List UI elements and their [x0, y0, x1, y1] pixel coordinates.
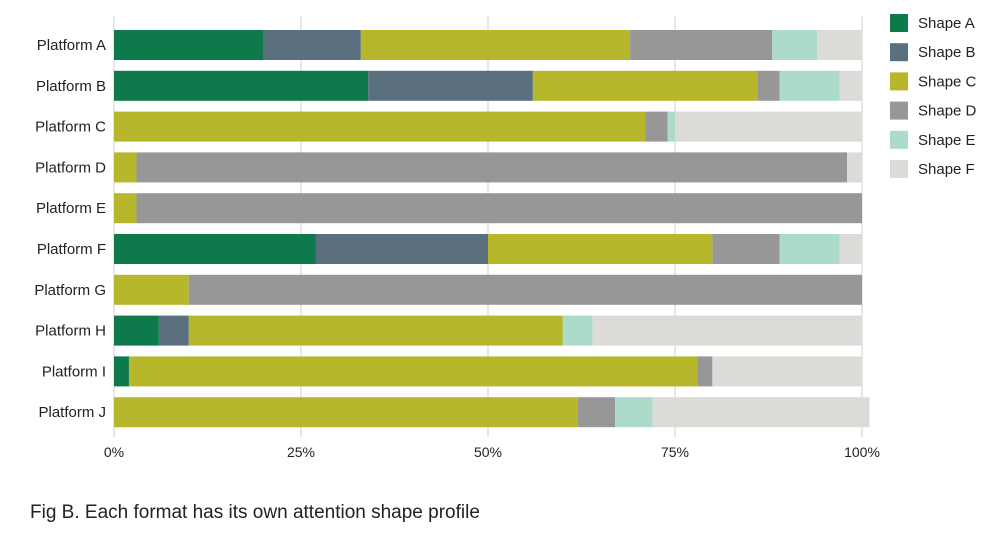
legend-swatch-shape-c	[890, 72, 908, 91]
bar-segment-shape-d-platform-b	[757, 70, 780, 101]
category-label-9: Platform I	[42, 363, 106, 380]
bar-segment-shape-e-platform-h	[562, 315, 593, 346]
bar-segment-shape-b-platform-f	[315, 234, 488, 264]
bar-segment-shape-e-platform-a	[772, 30, 818, 60]
bar-segment-shape-b-platform-b	[368, 70, 533, 101]
category-label-10: Platform J	[38, 404, 106, 421]
legend-label-shape-a: Shape A	[918, 15, 975, 32]
legend-label-shape-f: Shape F	[918, 161, 975, 178]
bar-segment-shape-c-platform-e	[114, 193, 137, 224]
legend-swatch-shape-e	[890, 130, 908, 149]
category-label-3: Platform C	[35, 119, 106, 136]
bar-segment-shape-a-platform-h	[114, 315, 159, 346]
x-tick-label-75: 75%	[661, 444, 689, 460]
x-tick-label-50: 50%	[474, 444, 502, 460]
bar-segment-shape-f-platform-h	[592, 315, 862, 346]
category-label-2: Platform B	[36, 78, 106, 95]
x-tick-label-25: 25%	[287, 444, 315, 460]
figure-caption: Fig B. Each format has its own attention…	[30, 502, 480, 523]
bar-segment-shape-d-platform-e	[136, 193, 862, 224]
bar-segment-shape-e-platform-c	[667, 111, 675, 142]
category-label-4: Platform D	[35, 159, 106, 176]
bar-segment-shape-f-platform-c	[675, 111, 862, 142]
bar-segment-shape-f-platform-j	[652, 397, 870, 428]
legend-swatch-shape-f	[890, 160, 908, 178]
category-label-5: Platform E	[36, 200, 106, 217]
bar-segment-shape-c-platform-d	[114, 152, 137, 183]
bar-segment-shape-d-platform-i	[697, 356, 713, 387]
category-label-1: Platform A	[37, 37, 106, 54]
bar-segment-shape-a-platform-f	[114, 234, 316, 264]
bar-segment-shape-c-platform-b	[532, 70, 758, 101]
bar-segment-shape-f-platform-f	[839, 234, 862, 264]
category-label-7: Platform G	[34, 282, 106, 299]
legend-label-shape-b: Shape B	[918, 44, 976, 61]
bar-segment-shape-f-platform-b	[839, 70, 862, 101]
bar-segment-shape-d-platform-c	[645, 111, 668, 142]
legend-swatch-shape-d	[890, 101, 908, 120]
legend-label-shape-e: Shape E	[918, 132, 976, 149]
bar-segment-shape-d-platform-d	[136, 152, 848, 183]
bar-segment-shape-c-platform-c	[114, 111, 646, 142]
x-tick-label-100: 100%	[844, 444, 880, 460]
legend-label-shape-c: Shape C	[918, 73, 977, 90]
bar-segment-shape-c-platform-f	[488, 234, 713, 264]
bar-segment-shape-d-platform-j	[577, 397, 616, 428]
category-label-6: Platform F	[37, 241, 106, 258]
legend-swatch-shape-b	[890, 43, 908, 62]
bar-segment-shape-e-platform-b	[779, 70, 840, 101]
bar-segment-shape-e-platform-j	[615, 397, 653, 428]
bar-segment-shape-b-platform-h	[158, 315, 189, 346]
bar-segment-shape-f-platform-a	[817, 30, 862, 60]
legend-swatch-shape-a	[890, 14, 908, 32]
bar-segment-shape-f-platform-i	[712, 356, 862, 387]
bar-segment-shape-d-platform-g	[188, 274, 863, 305]
bar-segment-shape-a-platform-b	[114, 70, 369, 101]
category-label-8: Platform H	[35, 323, 106, 340]
legend-label-shape-d: Shape D	[918, 103, 977, 120]
bar-segment-shape-c-platform-h	[188, 315, 563, 346]
bar-segment-shape-b-platform-a	[263, 30, 361, 60]
bar-segment-shape-a-platform-i	[114, 356, 129, 387]
x-tick-label-0: 0%	[104, 444, 124, 460]
bar-segment-shape-c-platform-i	[128, 356, 698, 387]
bar-segment-shape-d-platform-f	[712, 234, 780, 264]
bar-segment-shape-a-platform-a	[114, 30, 264, 60]
bar-segment-shape-c-platform-j	[114, 397, 578, 428]
bar-segment-shape-c-platform-g	[114, 274, 189, 305]
bar-segment-shape-d-platform-a	[630, 30, 773, 60]
bar-segment-shape-e-platform-f	[779, 234, 840, 264]
bar-segment-shape-c-platform-a	[360, 30, 631, 60]
bar-segment-shape-f-platform-d	[847, 152, 862, 183]
